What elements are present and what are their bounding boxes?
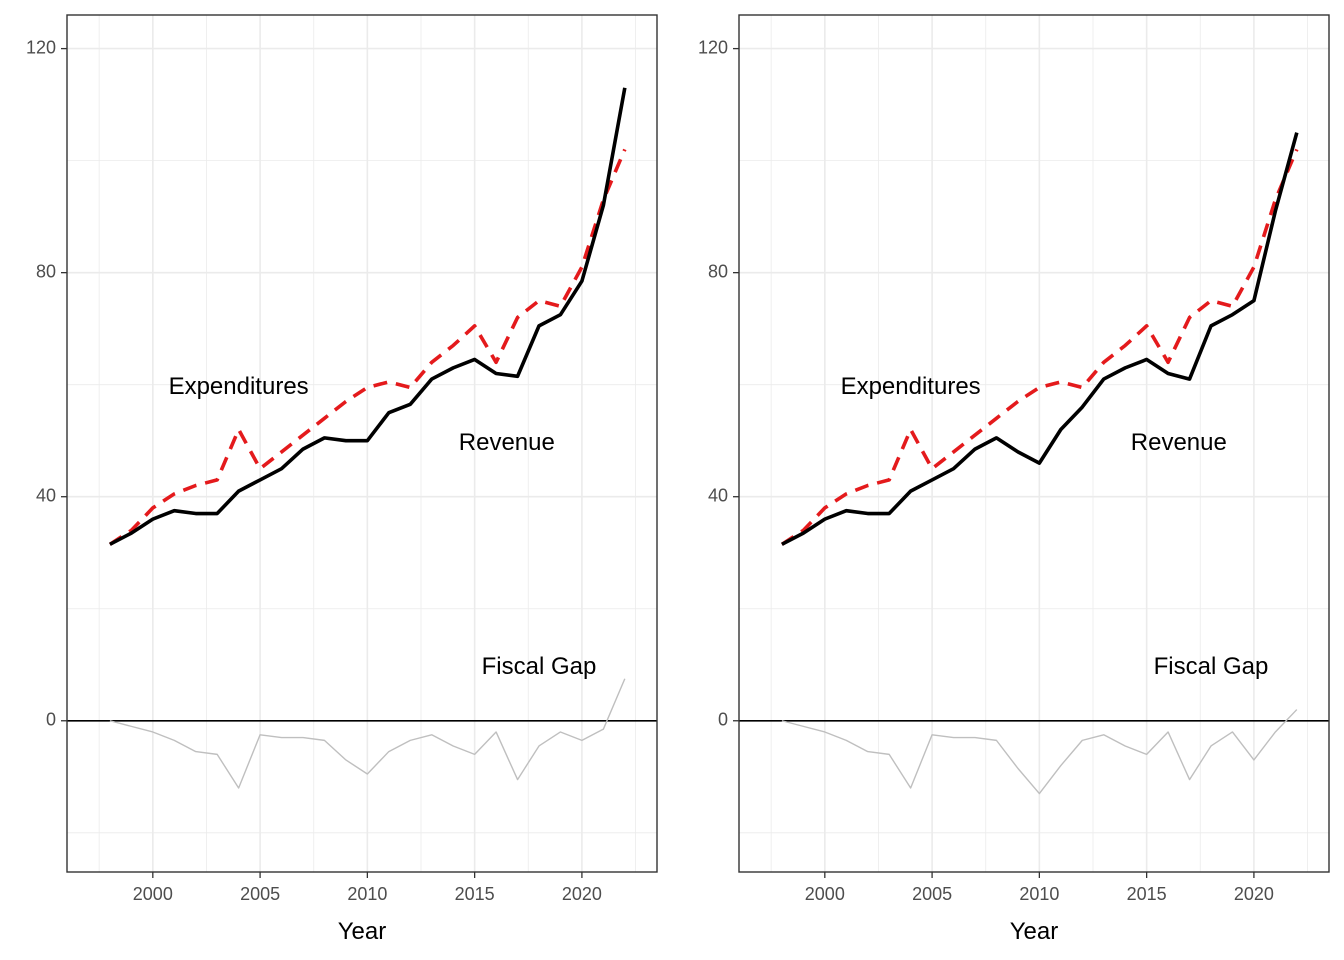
revenue-annotation: Revenue bbox=[459, 429, 555, 456]
gridlines bbox=[739, 15, 1329, 872]
chart-panel-2: Expenditures Revenue Fiscal Gap 2000 2005 201… bbox=[698, 14, 1330, 945]
y-tick-label: 80 bbox=[708, 261, 728, 281]
y-tick-label: 80 bbox=[36, 261, 56, 281]
revenue-annotation: Revenue bbox=[1131, 429, 1227, 456]
expenditures-series-line bbox=[780, 148, 1299, 546]
fiscal-gap-series-line bbox=[781, 709, 1298, 795]
x-axis-title: Year bbox=[1010, 918, 1059, 945]
chart-panel-1: Expenditures Revenue Fiscal Gap 2000 2005 201… bbox=[26, 14, 658, 945]
revenue-series-line bbox=[109, 87, 627, 546]
fiscal-gap-annotation: Fiscal Gap bbox=[482, 653, 597, 680]
x-tick-label: 2020 bbox=[1234, 884, 1274, 904]
y-tick-label: 120 bbox=[698, 37, 728, 57]
gridlines bbox=[67, 15, 657, 872]
y-tick-label: 40 bbox=[708, 485, 728, 505]
x-tick-label: 2015 bbox=[455, 884, 495, 904]
x-tick-label: 2020 bbox=[562, 884, 602, 904]
x-tick-label: 2005 bbox=[240, 884, 280, 904]
x-tick-label: 2010 bbox=[1019, 884, 1059, 904]
expenditures-annotation: Expenditures bbox=[169, 373, 309, 400]
x-tick-label: 2015 bbox=[1127, 884, 1167, 904]
y-tick-label: 40 bbox=[36, 485, 56, 505]
x-tick-label: 2005 bbox=[912, 884, 952, 904]
fiscal-gap-series-line bbox=[109, 678, 626, 789]
y-tick-label: 120 bbox=[26, 37, 56, 57]
plot-border bbox=[738, 14, 1330, 873]
x-tick-label: 2000 bbox=[805, 884, 845, 904]
revenue-series-line bbox=[781, 132, 1299, 546]
x-tick-label: 2000 bbox=[133, 884, 173, 904]
plot-background bbox=[67, 15, 657, 872]
plot-background bbox=[739, 15, 1329, 872]
y-tick-label: 0 bbox=[46, 710, 56, 730]
y-tick-label: 0 bbox=[718, 710, 728, 730]
plot-border bbox=[66, 14, 658, 873]
expenditures-series-line bbox=[108, 148, 627, 546]
x-axis-title: Year bbox=[338, 918, 387, 945]
x-tick-label: 2010 bbox=[347, 884, 387, 904]
fiscal-gap-annotation: Fiscal Gap bbox=[1154, 653, 1269, 680]
expenditures-annotation: Expenditures bbox=[841, 373, 981, 400]
